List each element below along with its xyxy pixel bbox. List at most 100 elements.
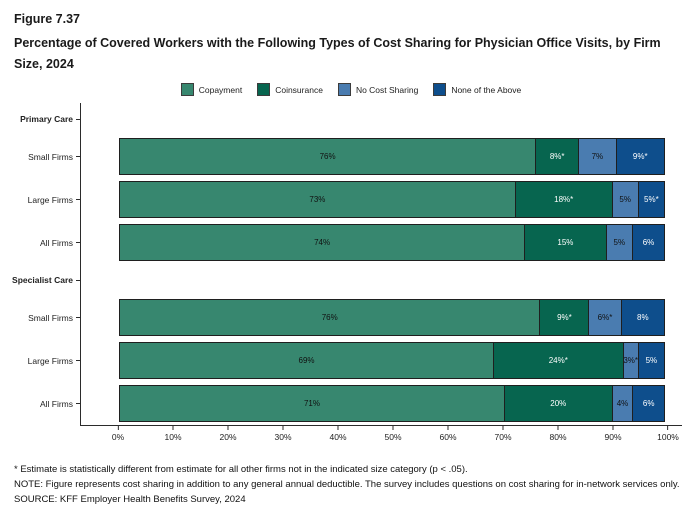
bar-segment: 4% bbox=[611, 385, 634, 423]
segment-value-label: 15% bbox=[557, 238, 574, 248]
segment-value-label: 5% bbox=[645, 356, 658, 366]
bar-row: 73% 18%* 5% 5%* bbox=[119, 181, 668, 219]
x-axis-tick-mark bbox=[227, 426, 229, 431]
legend-item: No Cost Sharing bbox=[337, 83, 419, 97]
bar-cell: 73% 18%* 5% 5%* bbox=[80, 178, 682, 222]
x-axis-tick: 50% bbox=[384, 426, 402, 442]
x-axis: 0% 10% 20% 30% 40% 50% 60% 70% 80% 90% 100% bbox=[80, 425, 682, 450]
x-axis-tick: 0% bbox=[112, 426, 124, 442]
bar-segment: 6% bbox=[632, 224, 665, 262]
segment-value-label: 7% bbox=[591, 152, 604, 162]
x-axis-tick-mark bbox=[557, 426, 559, 431]
y-axis-tick bbox=[76, 279, 80, 281]
x-axis-tick: 80% bbox=[549, 426, 567, 443]
x-axis-tick: 40% bbox=[329, 426, 347, 442]
segment-value-label: 73% bbox=[309, 195, 326, 205]
y-axis-tick bbox=[76, 199, 80, 201]
x-axis-tick: 100% bbox=[657, 426, 679, 442]
bar-segment: 3%* bbox=[622, 342, 639, 380]
bar-segment: 24%* bbox=[493, 342, 624, 380]
x-axis-tick-label: 100% bbox=[657, 432, 679, 443]
legend-swatch-icon bbox=[180, 83, 194, 97]
x-axis-tick-label: 80% bbox=[549, 432, 567, 443]
y-axis-tick bbox=[76, 403, 80, 405]
row-label: Small Firms bbox=[14, 135, 80, 178]
bar-segment: 74% bbox=[119, 224, 526, 262]
x-axis-tick-mark bbox=[282, 426, 284, 431]
stacked-bar-chart: Primary Care Small Firms 76% 8%* 7% 9%* Large … bbox=[12, 103, 682, 450]
bar-segment: 5% bbox=[605, 224, 634, 262]
segment-value-label: 18%* bbox=[554, 195, 574, 205]
footnote-note: NOTE: Figure represents cost sharing in … bbox=[14, 478, 680, 490]
x-axis-tick: 10% bbox=[164, 426, 182, 442]
footnote-source: SOURCE: KFF Employer Health Benefits Sur… bbox=[14, 493, 246, 505]
bar-cell: 74% 15% 5% 6% bbox=[80, 221, 682, 265]
bar-segment: 76% bbox=[119, 299, 541, 337]
bar-segment: 5%* bbox=[637, 181, 665, 219]
legend-label: No Cost Sharing bbox=[355, 84, 419, 95]
x-axis-tick-mark bbox=[337, 426, 339, 431]
axis-corner-spacer bbox=[14, 425, 80, 449]
bar-segment: 76% bbox=[119, 138, 537, 176]
y-axis-tick bbox=[76, 156, 80, 158]
group-label-text: Primary Care bbox=[20, 114, 73, 125]
segment-value-label: 6% bbox=[642, 399, 655, 409]
bar-segment: 5% bbox=[637, 342, 665, 380]
y-axis-tick bbox=[76, 317, 80, 319]
row-label-text: Small Firms bbox=[28, 151, 73, 162]
row-label-text: All Firms bbox=[39, 237, 73, 248]
bar-segment: 73% bbox=[119, 181, 516, 219]
bar-cell: 76% 8%* 7% 9%* bbox=[80, 135, 682, 179]
segment-value-label: 8%* bbox=[549, 152, 565, 162]
segment-value-label: 24%* bbox=[548, 356, 568, 366]
row-label: All Firms bbox=[14, 221, 80, 264]
x-axis-tick: 70% bbox=[494, 426, 512, 443]
segment-value-label: 6% bbox=[642, 238, 655, 248]
segment-value-label: 71% bbox=[303, 399, 320, 409]
segment-value-label: 5% bbox=[619, 195, 631, 205]
x-axis-tick-mark bbox=[172, 426, 174, 431]
row-label: All Firms bbox=[14, 382, 80, 425]
row-label-text: Large Firms bbox=[27, 355, 73, 366]
bar-segment: 20% bbox=[503, 385, 613, 423]
legend: Copayment Coinsurance No Cost Sharing None … bbox=[14, 83, 688, 97]
bar-segment: 7% bbox=[578, 138, 617, 176]
row-label-text: Large Firms bbox=[27, 194, 73, 205]
x-axis-tick-label: 70% bbox=[494, 432, 512, 443]
segment-value-label: 4% bbox=[616, 399, 629, 409]
x-axis-tick: 20% bbox=[219, 426, 237, 442]
footnotes: * Estimate is statistically different fr… bbox=[14, 463, 686, 507]
group-header-spacer bbox=[80, 264, 682, 297]
bar-row: 74% 15% 5% 6% bbox=[119, 224, 668, 262]
bar-segment: 15% bbox=[524, 224, 607, 262]
segment-value-label: 20% bbox=[550, 399, 567, 409]
segment-value-label: 3%* bbox=[623, 356, 638, 366]
bar-segment: 9%* bbox=[539, 299, 590, 337]
bar-segment: 5% bbox=[611, 181, 639, 219]
legend-swatch-icon bbox=[337, 83, 351, 97]
row-label: Large Firms bbox=[14, 178, 80, 221]
x-axis-tick-mark bbox=[392, 426, 394, 431]
group-label: Primary Care bbox=[14, 103, 80, 135]
legend-swatch-icon bbox=[433, 83, 447, 97]
legend-label: Copayment bbox=[198, 84, 243, 95]
legend-label: None of the Above bbox=[451, 84, 522, 95]
row-label-text: Small Firms bbox=[28, 312, 73, 323]
legend-label: Coinsurance bbox=[275, 84, 323, 95]
segment-value-label: 6%* bbox=[597, 313, 613, 323]
bar-row: 76% 8%* 7% 9%* bbox=[119, 138, 668, 176]
bar-segment: 8% bbox=[620, 299, 665, 337]
x-axis-tick-label: 60% bbox=[439, 432, 457, 443]
bar-cell: 69% 24%* 3%* 5% bbox=[80, 339, 682, 383]
bar-cell: 71% 20% 4% 6% bbox=[80, 382, 682, 426]
bar-segment: 6% bbox=[632, 385, 665, 423]
bar-row: 69% 24%* 3%* 5% bbox=[119, 342, 668, 380]
bar-segment: 9%* bbox=[615, 138, 665, 176]
x-axis-tick: 90% bbox=[604, 426, 622, 442]
bar-segment: 18%* bbox=[514, 181, 613, 219]
group-header-spacer bbox=[80, 103, 682, 136]
y-axis-tick bbox=[76, 242, 80, 244]
bar-segment: 8%* bbox=[535, 138, 580, 176]
segment-value-label: 5% bbox=[613, 238, 626, 248]
x-axis-tick-mark bbox=[447, 426, 449, 431]
